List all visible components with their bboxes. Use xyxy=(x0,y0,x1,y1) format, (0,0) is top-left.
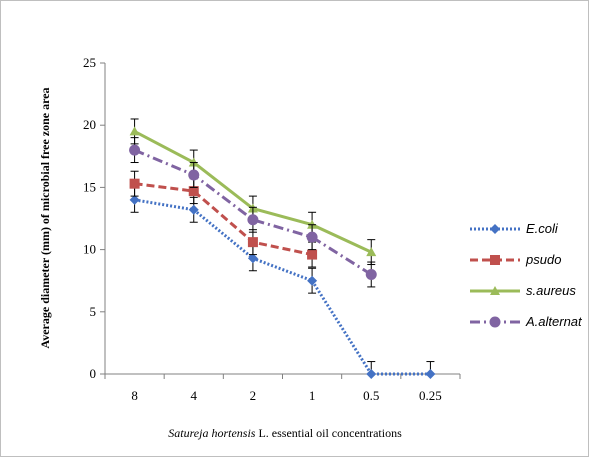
data-point xyxy=(247,237,258,248)
data-point xyxy=(129,178,140,189)
legend-label: A.alternat xyxy=(525,314,583,329)
x-axis-label-rest: L. essential oil concentrations xyxy=(255,426,402,440)
series-psudo xyxy=(129,170,318,268)
y-tick-label: 20 xyxy=(83,117,96,132)
x-axis-ticks: 8 4 2 1 0.5 0.25 xyxy=(104,374,461,403)
y-tick-label: 10 xyxy=(83,242,96,257)
series-line xyxy=(134,148,373,276)
legend-marker xyxy=(490,286,500,295)
legend-label: psudo xyxy=(525,252,561,267)
x-tick-label: 0.5 xyxy=(363,388,379,403)
y-tick-label: 5 xyxy=(90,304,97,319)
data-point xyxy=(365,268,377,280)
x-tick-label: 8 xyxy=(131,388,138,403)
data-point xyxy=(425,369,436,379)
y-tick-label: 0 xyxy=(90,366,97,381)
y-tick-label: 15 xyxy=(83,179,96,194)
y-tick-label: 25 xyxy=(83,55,96,70)
x-tick-label: 1 xyxy=(309,388,316,403)
legend-label: s.aureus xyxy=(526,283,576,298)
data-point xyxy=(129,194,140,205)
x-axis-label: Satureja hortensis L. essential oil conc… xyxy=(168,426,402,440)
data-point xyxy=(366,369,377,379)
legend-marker xyxy=(490,224,500,234)
data-point xyxy=(366,247,377,257)
data-point xyxy=(247,214,259,226)
y-axis-ticks: 0 5 10 15 20 25 xyxy=(83,55,105,381)
data-point xyxy=(188,186,199,197)
data-point xyxy=(129,144,141,156)
x-tick-label: 4 xyxy=(191,388,198,403)
series-a-alternat xyxy=(129,137,377,288)
legend-marker xyxy=(490,255,500,265)
series-line xyxy=(134,182,313,257)
legend-entry: psudo xyxy=(470,252,561,267)
data-point xyxy=(188,169,200,181)
data-point xyxy=(307,249,318,260)
series-line xyxy=(134,198,431,376)
data-point xyxy=(247,253,258,264)
x-axis-label-italic: Satureja hortensis xyxy=(168,426,256,440)
legend-entry: A.alternat xyxy=(470,314,583,329)
legend: E.coli psudo s.aureus A.alternat xyxy=(470,221,583,329)
legend-entry: E.coli xyxy=(470,221,559,236)
x-tick-label: 2 xyxy=(250,388,257,403)
legend-entry: s.aureus xyxy=(470,283,576,298)
data-point xyxy=(129,126,140,136)
legend-label: E.coli xyxy=(526,221,559,236)
series-layer xyxy=(129,118,436,379)
data-point xyxy=(188,204,199,215)
y-axis-label: Average diameter (mm) of microbial free … xyxy=(38,87,52,348)
x-tick-label: 0.25 xyxy=(419,388,442,403)
data-point xyxy=(306,231,318,243)
data-point xyxy=(307,275,318,286)
legend-marker xyxy=(489,316,501,328)
series-e-coli xyxy=(129,186,436,379)
axes xyxy=(104,63,460,375)
